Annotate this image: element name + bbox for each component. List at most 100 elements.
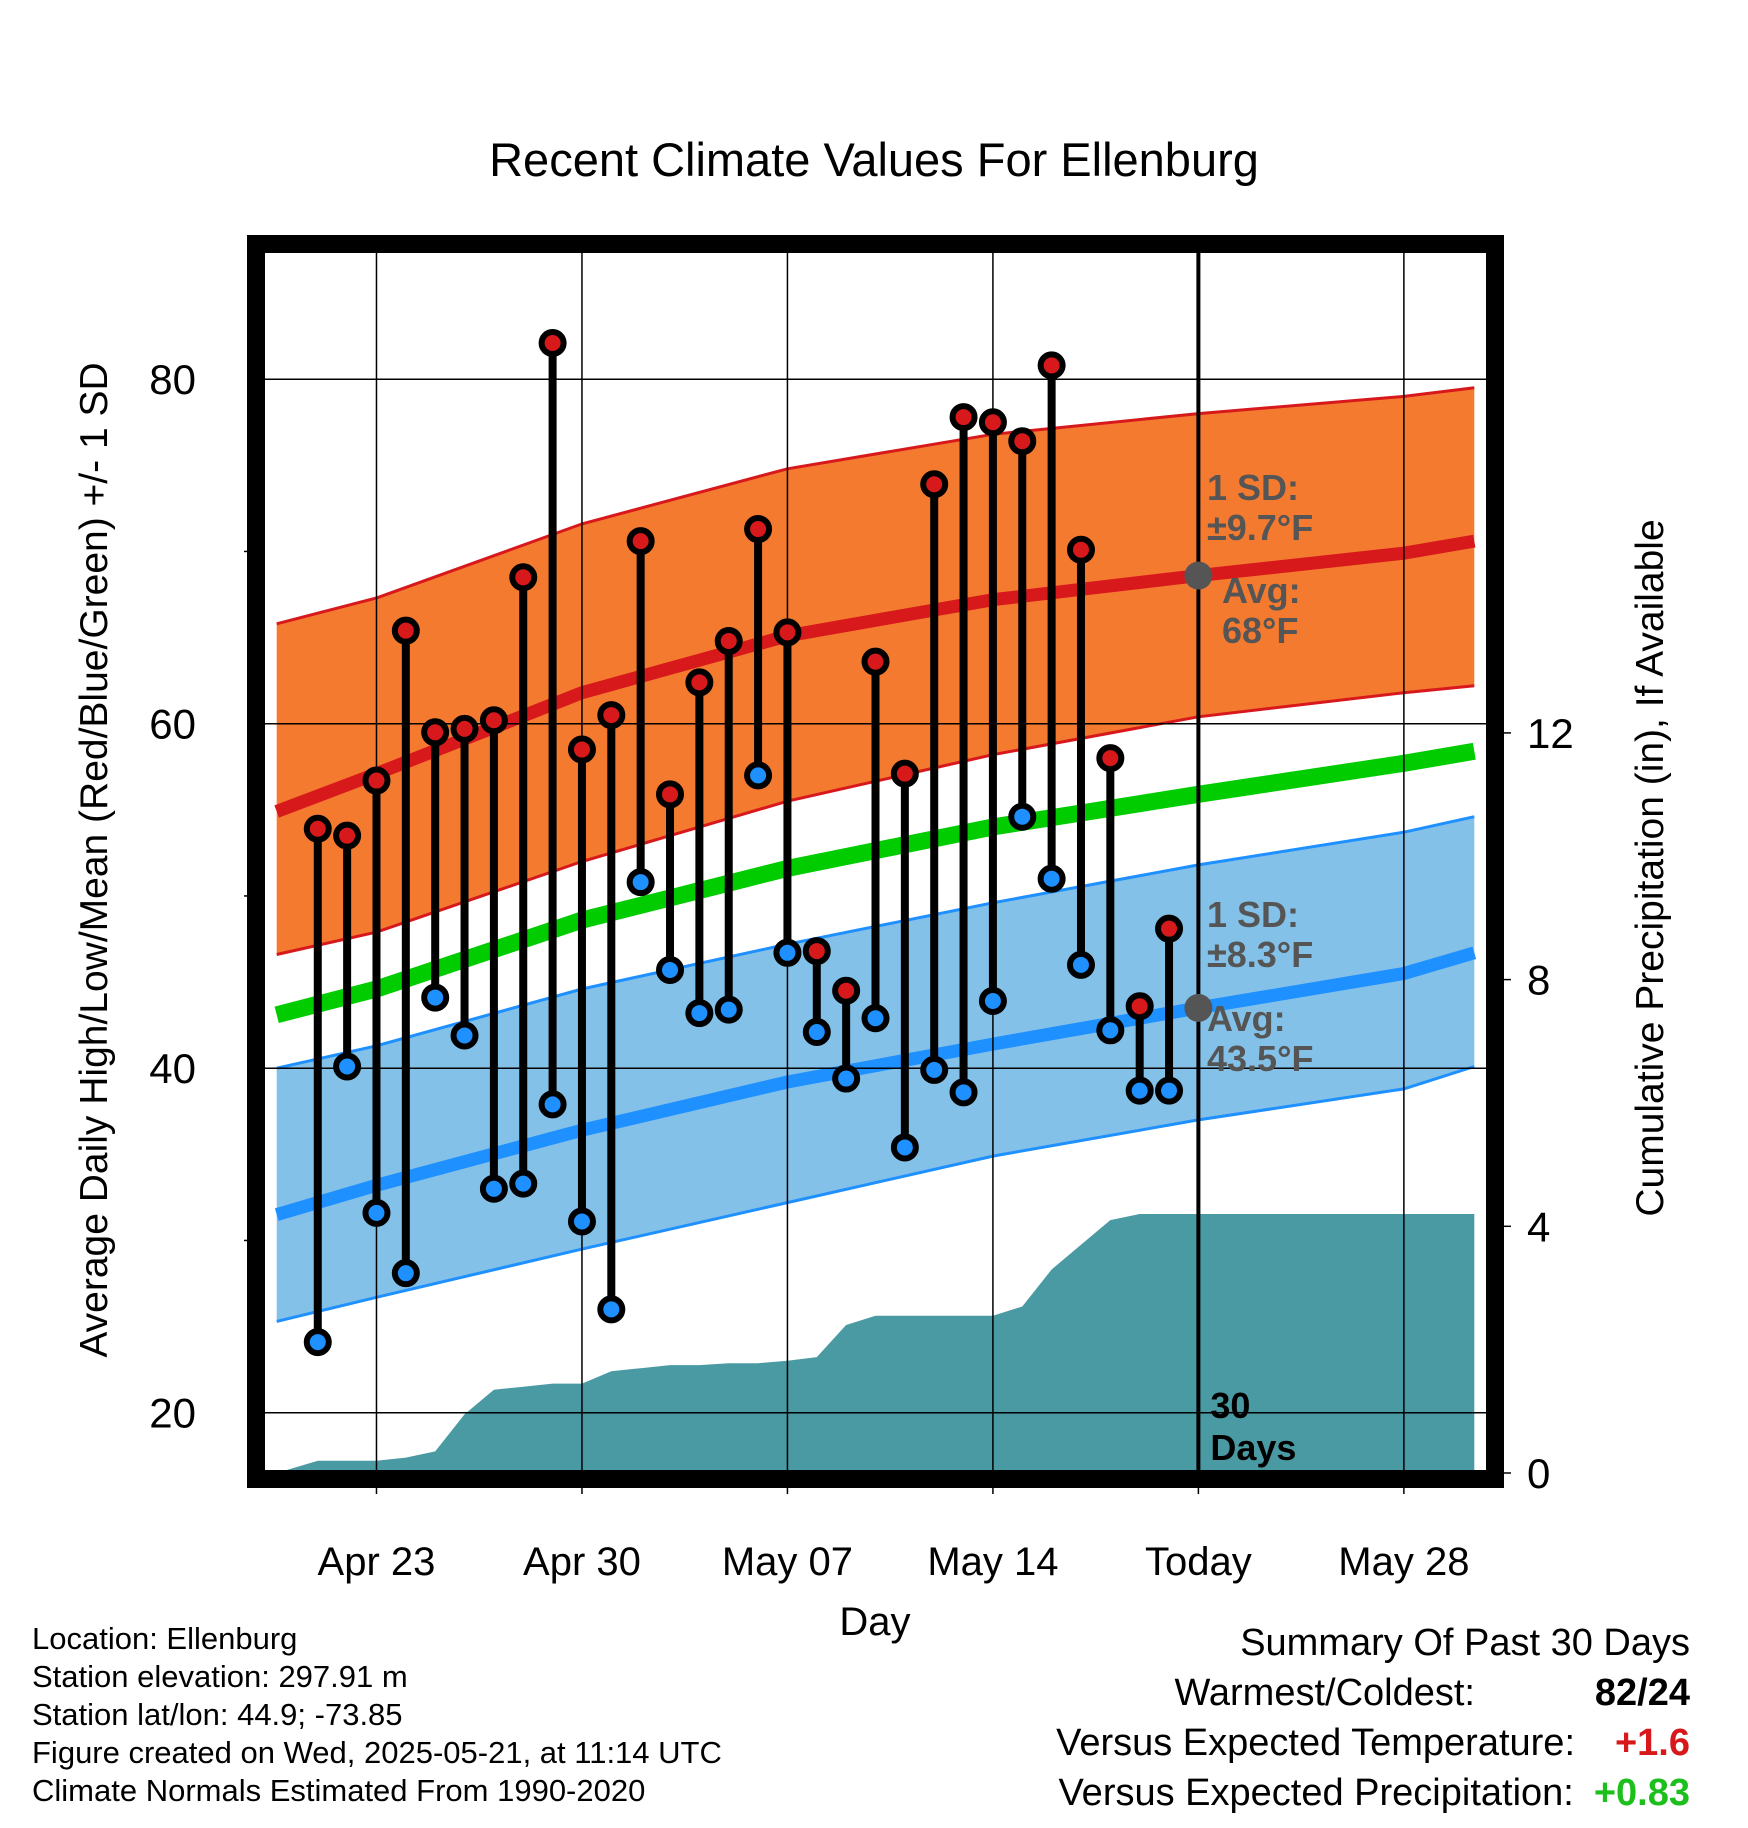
obs-high-point [1008,427,1037,456]
obs-high-point [1037,351,1066,380]
summary-warmest-row: Warmest/Coldest: 82/24 [1056,1668,1690,1718]
today-high-avg-dot [1184,561,1213,590]
x-tick-label: Apr 30 [523,1540,641,1584]
today-marker: 30 Days [1196,250,1296,1473]
obs-high-point [714,627,743,656]
obs-low-point [597,1295,626,1324]
obs-low-point [949,1078,978,1107]
obs-low-point [890,1133,919,1162]
low-avg-annotation-line: Avg: [1207,998,1286,1039]
latlon-text: Station lat/lon: 44.9; -73.85 [32,1697,403,1732]
elevation-text: Station elevation: 297.91 m [32,1659,408,1694]
obs-high-point [597,701,626,730]
obs-low-point [479,1174,508,1203]
obs-high-point [538,329,567,358]
created-text: Figure created on Wed, 2025-05-21, at 11… [32,1735,722,1770]
obs-high-point [626,527,655,556]
x-tick-label: May 28 [1338,1540,1469,1584]
obs-high-point [303,814,332,843]
y-tick-label: 80 [149,356,196,403]
obs-low-point [1125,1076,1154,1105]
obs-high-point [744,515,773,544]
precipitation-area [276,1214,1475,1473]
warmest-value: 82/24 [1594,1672,1690,1714]
obs-high-point [567,735,596,764]
obs-high-point [890,759,919,788]
y-axis-label: Average Daily High/Low/Mean (Red/Blue/Gr… [73,362,116,1357]
high-sd-annotation: 1 SD: ±9.7°F [1207,467,1313,548]
mean-avg-line [274,742,1476,1024]
obs-high-point [1066,535,1095,564]
obs-high-point [861,647,890,676]
obs-high-point [479,706,508,735]
obs-low-point [861,1004,890,1033]
precip-label: Versus Expected Precipitation: [1058,1772,1574,1814]
window-label-line: 30 [1210,1385,1250,1426]
obs-high-point [773,618,802,647]
precip-value: +0.83 [1593,1772,1690,1814]
obs-low-point [538,1090,567,1119]
high-sd-annotation-line: ±9.7°F [1207,507,1313,548]
obs-low-point [450,1021,479,1050]
low-avg-annotation: Avg: 43.5°F [1207,998,1313,1079]
station-info: Location: Ellenburg Station elevation: 2… [32,1620,722,1810]
high-avg-annotation-line: Avg: [1222,570,1301,611]
obs-high-point [802,937,831,966]
obs-high-point [920,470,949,499]
low-upper-line [276,815,1475,1070]
window-label-line: Days [1210,1427,1296,1468]
obs-low-point [1155,1076,1184,1105]
low-avg-line [274,946,1477,1221]
y-tick-label: 40 [149,1045,196,1092]
obs-high-point [333,821,362,850]
obs-high-point [978,408,1007,437]
plot-frame [247,235,1504,1488]
obs-low-point [333,1052,362,1081]
obs-high-point [509,563,538,592]
low-lower-line [276,1065,1475,1323]
summary-precip-row: Versus Expected Precipitation: +0.83 [1056,1768,1690,1818]
obs-low-point [714,995,743,1024]
summary-title: Summary Of Past 30 Days [1240,1622,1690,1664]
x-axis-label: Day [839,1600,910,1644]
high-upper-line [276,386,1475,626]
location-text: Location: Ellenburg [32,1621,298,1656]
low-sd-annotation-line: 1 SD: [1207,894,1299,935]
high-avg-line [274,534,1476,818]
x-tick-label: Apr 23 [318,1540,436,1584]
x-tick-label: Today [1145,1540,1252,1584]
obs-low-point [303,1328,332,1357]
x-tick-label: May 14 [927,1540,1058,1584]
obs-high-point [1096,744,1125,773]
obs-low-point [626,868,655,897]
y-tick-label: 60 [149,701,196,748]
obs-low-point [1066,950,1095,979]
obs-high-point [1155,914,1184,943]
low-sd-annotation-line: ±8.3°F [1207,934,1313,975]
y2-axis-label: Cumulative Precipitation (in), If Availa… [1629,519,1672,1216]
obs-low-point [1008,802,1037,831]
window-label: 30 Days [1210,1385,1296,1468]
obs-high-point [656,780,685,809]
obs-high-point [391,616,420,645]
obs-high-point [685,668,714,697]
summary-temp-row: Versus Expected Temperature: +1.6 [1056,1718,1690,1768]
obs-low-point [509,1169,538,1198]
high-lower-line [276,684,1475,956]
chart-title: Recent Climate Values For Ellenburg [489,133,1259,186]
low-sd-annotation: 1 SD: ±8.3°F [1207,894,1313,975]
high-sd-annotation-line: 1 SD: [1207,467,1299,508]
high-avg-annotation: Avg: 68°F [1222,570,1301,651]
warmest-label: Warmest/Coldest: [1174,1672,1475,1714]
obs-low-point [685,999,714,1028]
obs-low-point [773,938,802,967]
temp-value: +1.6 [1614,1722,1690,1764]
obs-high-point [450,714,479,743]
obs-high-point [1125,992,1154,1021]
obs-low-point [832,1064,861,1093]
obs-low-point [978,987,1007,1016]
today-low-avg-dot [1184,993,1213,1022]
y2-tick-label: 8 [1527,957,1550,1004]
